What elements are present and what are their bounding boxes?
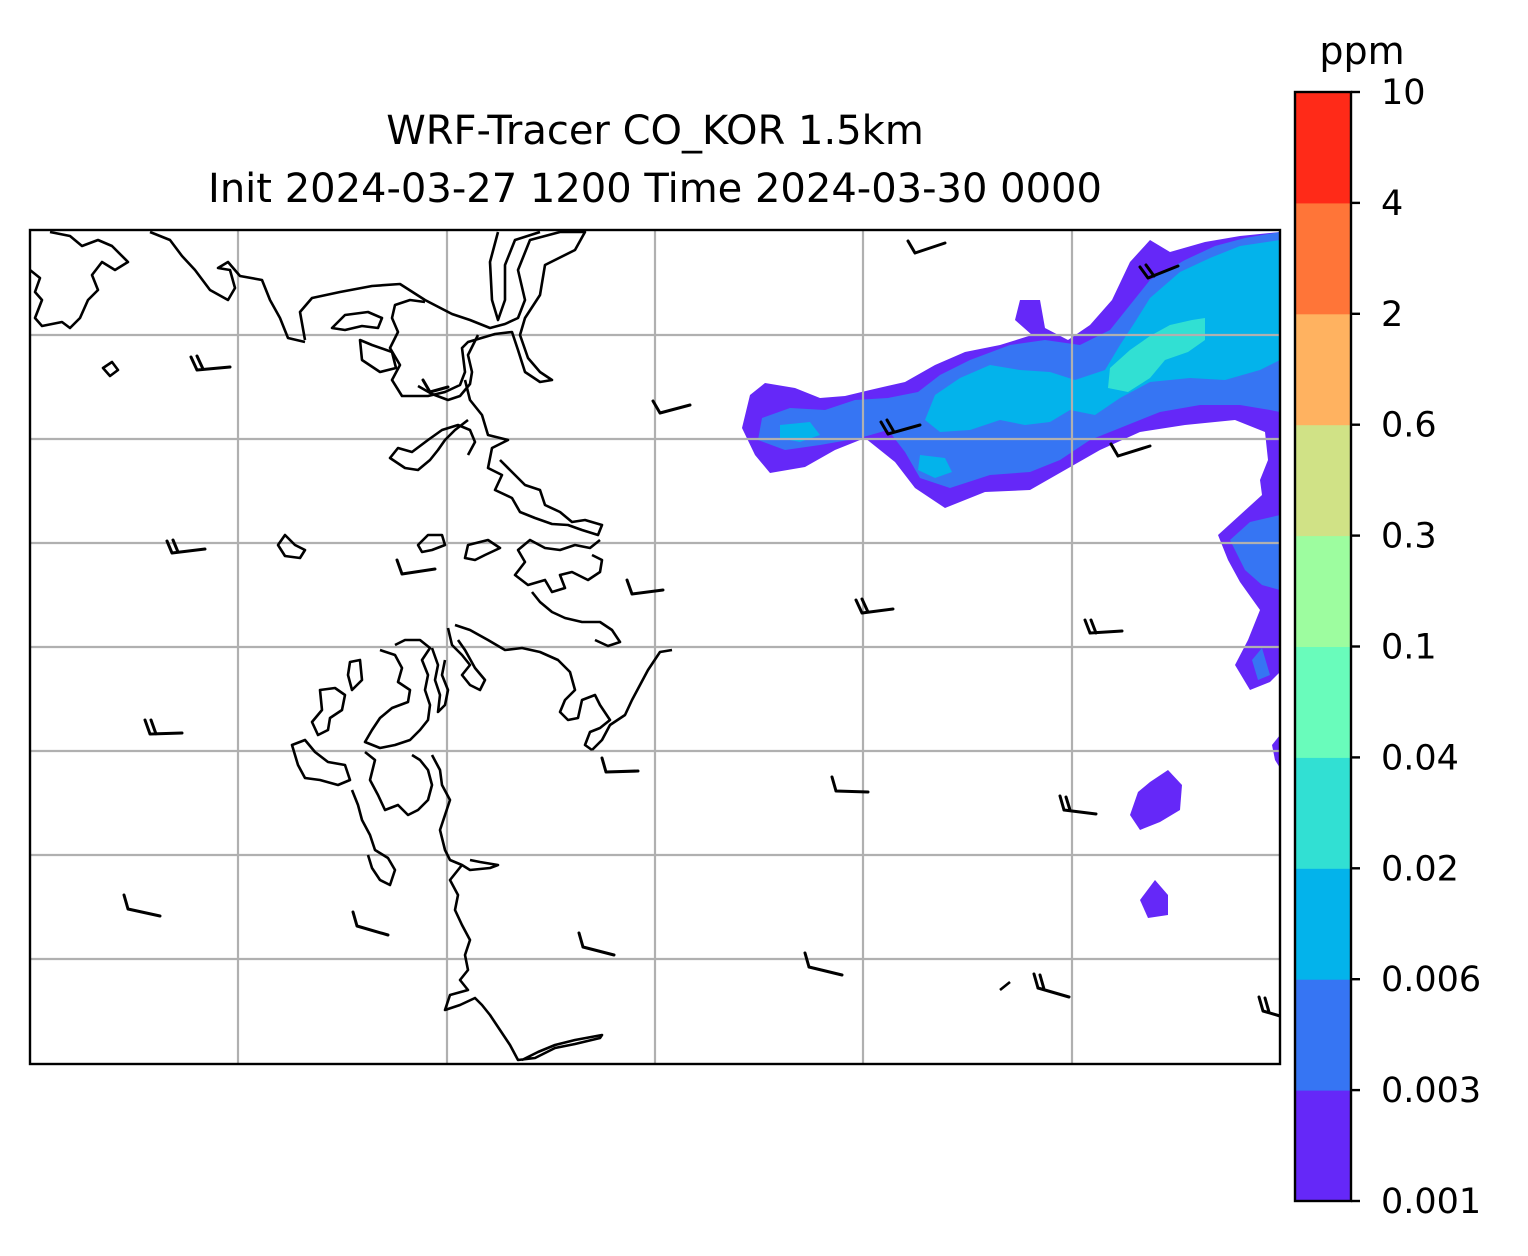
wind-barb: [143, 718, 184, 736]
wind-barb: [421, 378, 450, 394]
colorbar-segments: [1295, 92, 1351, 1202]
wind-barb: [803, 951, 844, 977]
colorbar: 0.001 0.003 0.006 0.02 0.04 0.1 0.3 0.6 2 4 10 ppm: [1293, 29, 1481, 1222]
coastline-coast-mid: [513, 538, 604, 594]
wind-barb: [830, 775, 870, 794]
coastline-peninsula-b: [591, 648, 673, 751]
wind-barb: [122, 893, 162, 918]
wind-barb: [165, 538, 207, 555]
colorbar-segment: [1295, 979, 1351, 1091]
colorbar-segment: [1295, 646, 1351, 758]
colorbar-tick-label: 0.1: [1381, 628, 1437, 668]
wind-barb: [395, 558, 437, 576]
colorbar-tick-label: 0.6: [1381, 406, 1437, 446]
colorbar-tick-label: 2: [1381, 295, 1403, 335]
contour-fill-0.001-d: [1140, 880, 1168, 918]
coastline-island-g: [463, 538, 502, 562]
contour-fill-0.003-b: [1230, 515, 1280, 590]
coastline-north-2: [149, 230, 306, 344]
wind-barb: [577, 931, 616, 957]
coastline-island-j: [346, 658, 364, 692]
wind-barb: [189, 354, 232, 372]
wind-barbs: [122, 239, 1280, 1018]
colorbar-tick-label: 4: [1381, 184, 1403, 224]
wind-barb: [1083, 618, 1124, 635]
coastline-island-c: [358, 338, 398, 374]
wind-barb: [625, 578, 665, 596]
map-frame: [28, 228, 1282, 1066]
coastline-west-coast-b: [430, 647, 450, 714]
colorbar-tick-label: 0.02: [1381, 849, 1459, 889]
coastline-estuary: [388, 418, 477, 472]
contour-fill-0.006: [925, 240, 1280, 432]
colorbar-segment: [1295, 757, 1351, 869]
wind-barb: [879, 418, 922, 436]
coastline-bay: [417, 334, 480, 402]
colorbar-unit-label: ppm: [1319, 29, 1404, 73]
colorbar-segment: [1295, 535, 1351, 647]
wind-barb: [1109, 442, 1152, 458]
map-title-line-2: Init 2024-03-27 1200 Time 2024-03-30 000…: [208, 166, 1102, 212]
wind-barb: [1138, 263, 1180, 280]
colorbar-tick-label: 0.001: [1381, 1182, 1481, 1222]
colorbar-tick-label: 0.003: [1381, 1071, 1481, 1111]
colorbar-ticks: 0.001 0.003 0.006 0.02 0.04 0.1 0.3 0.6 2 4 10: [1351, 73, 1481, 1222]
wind-barb: [351, 910, 390, 937]
coastline-south-west: [530, 591, 622, 648]
wind-barb: [854, 597, 895, 615]
colorbar-segment: [1295, 202, 1351, 315]
colorbar-segment: [1295, 92, 1351, 204]
coastline-island-f: [416, 533, 447, 554]
contour-fill-0.003-c: [1252, 648, 1270, 680]
coastline-peninsula: [454, 623, 612, 752]
coastline-north: [30, 230, 130, 330]
colorbar-segment: [1295, 313, 1351, 426]
coastline-southwest-b: [430, 754, 500, 872]
wind-barb: [1032, 972, 1071, 999]
colorbar-tick-label: 0.006: [1381, 960, 1481, 1000]
contour-fill-0.001-c: [1130, 770, 1182, 830]
colorbar-tick-label: 10: [1381, 73, 1426, 113]
map-area: [30, 230, 1280, 1064]
coastline-island-a: [330, 310, 384, 332]
wind-barb: [1257, 995, 1280, 1018]
coastline-island-i: [290, 738, 352, 787]
colorbar-segment: [1295, 868, 1351, 980]
map-gridlines: [30, 230, 1280, 1064]
map-title-line-1: WRF-Tracer CO_KOR 1.5km: [386, 108, 924, 154]
coastline-southwest-c: [350, 789, 397, 887]
coastline-south: [443, 864, 604, 1062]
coastline-gulf: [298, 230, 587, 398]
colorbar-segment: [1295, 424, 1351, 537]
contour-fill-0.006-c: [780, 422, 820, 442]
colorbar-tick-label: 0.04: [1381, 738, 1459, 778]
coastline-island-h: [310, 686, 347, 737]
coastline-west-coast: [363, 638, 432, 750]
coastline-island-e: [276, 533, 307, 560]
coastline-island-b: [488, 230, 541, 322]
colorbar-segment: [1295, 1090, 1351, 1202]
wind-barb: [1058, 794, 1098, 816]
wind-barb: [906, 239, 947, 255]
coastline-island-d: [101, 360, 120, 378]
wind-barb: [600, 756, 640, 774]
contour-fill-0.02: [1108, 318, 1205, 392]
coastline-central: [463, 379, 604, 537]
coastline-south-b: [999, 980, 1011, 992]
wind-barb: [651, 399, 692, 415]
coastline-southwest: [364, 750, 434, 817]
contour-fill-0.006-b: [918, 455, 952, 478]
colorbar-tick-label: 0.3: [1381, 517, 1437, 557]
coastline-west-islands: [446, 627, 487, 692]
coastlines: [30, 230, 1011, 1062]
